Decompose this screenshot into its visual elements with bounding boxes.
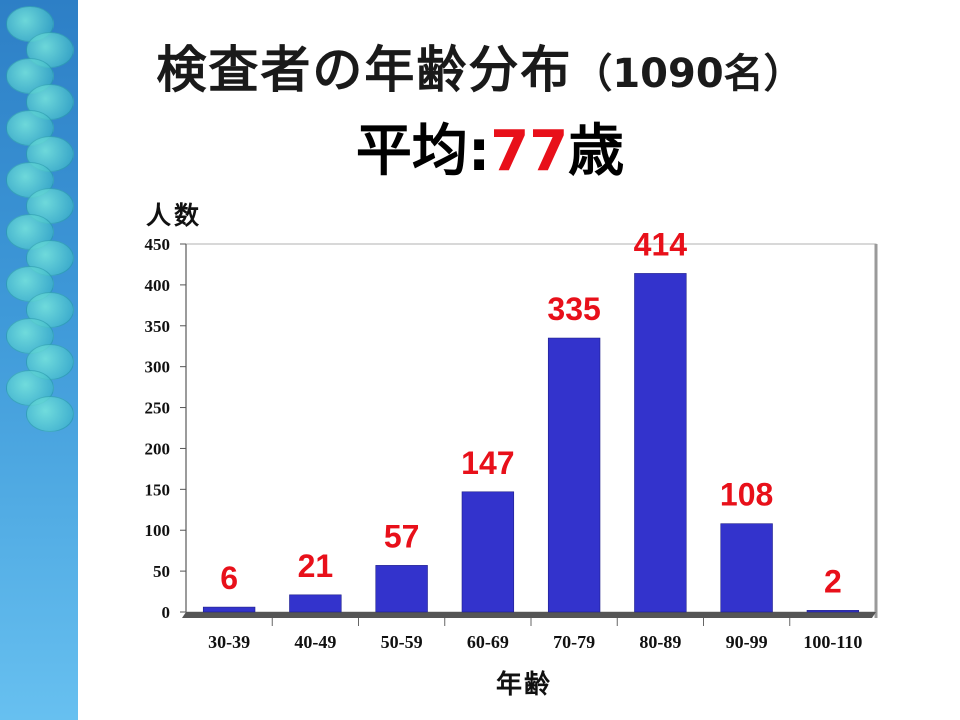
decorative-bubble xyxy=(6,162,54,198)
x-tick-label-40-49: 40-49 xyxy=(294,632,336,652)
data-label-30-39: 6 xyxy=(220,560,238,596)
data-label-60-69: 147 xyxy=(461,445,514,481)
decorative-bubble xyxy=(26,396,74,432)
data-label-50-59: 57 xyxy=(384,518,420,554)
y-tick-label: 250 xyxy=(145,399,171,418)
decorative-bubble xyxy=(6,214,54,250)
data-label-70-79: 335 xyxy=(547,291,600,327)
x-tick-label-80-89: 80-89 xyxy=(639,632,681,652)
avg-value: 77 xyxy=(490,119,569,184)
y-tick-label: 100 xyxy=(145,521,171,540)
x-tick-label-30-39: 30-39 xyxy=(208,632,250,652)
x-tick-label-60-69: 60-69 xyxy=(467,632,509,652)
data-label-100-110: 2 xyxy=(824,563,842,599)
y-axis-label: 人数 xyxy=(146,201,203,230)
x-tick-label-50-59: 50-59 xyxy=(381,632,423,652)
data-label-40-49: 21 xyxy=(298,548,334,584)
average-age-title: 平均:77歳 xyxy=(0,106,960,187)
bar-80-89 xyxy=(634,273,687,613)
y-tick-label: 50 xyxy=(153,562,170,581)
bar-60-69 xyxy=(461,491,515,613)
plot-floor xyxy=(182,612,876,618)
bar-90-99 xyxy=(720,523,773,613)
avg-label: 平均: xyxy=(355,119,491,184)
bar-70-79 xyxy=(547,337,601,613)
bar-30-39 xyxy=(202,606,256,613)
y-tick-label: 150 xyxy=(145,480,171,499)
bar-40-49 xyxy=(289,594,342,613)
y-tick-label: 0 xyxy=(162,603,171,622)
page-title: 検査者の年齢分布（1090名） xyxy=(0,30,960,102)
y-tick-label: 300 xyxy=(145,358,171,377)
title-main: 検査者の年齢分布 xyxy=(156,41,573,99)
avg-unit: 歳 xyxy=(568,119,625,184)
x-tick-label-90-99: 90-99 xyxy=(726,632,768,652)
x-axis-label: 年齢 xyxy=(496,670,553,700)
x-tick-label-70-79: 70-79 xyxy=(553,632,595,652)
x-tick-label-100-110: 100-110 xyxy=(803,632,862,652)
title-count: （1090名） xyxy=(572,51,804,97)
y-tick-label: 200 xyxy=(145,439,171,458)
y-tick-label: 450 xyxy=(145,235,171,254)
y-tick-label: 350 xyxy=(145,317,171,336)
data-label-90-99: 108 xyxy=(720,477,773,513)
bar-100-110 xyxy=(806,610,860,613)
y-tick-label: 400 xyxy=(145,276,171,295)
bar-50-59 xyxy=(375,565,428,613)
data-label-80-89: 414 xyxy=(634,226,688,262)
decorative-side-band xyxy=(0,0,78,720)
